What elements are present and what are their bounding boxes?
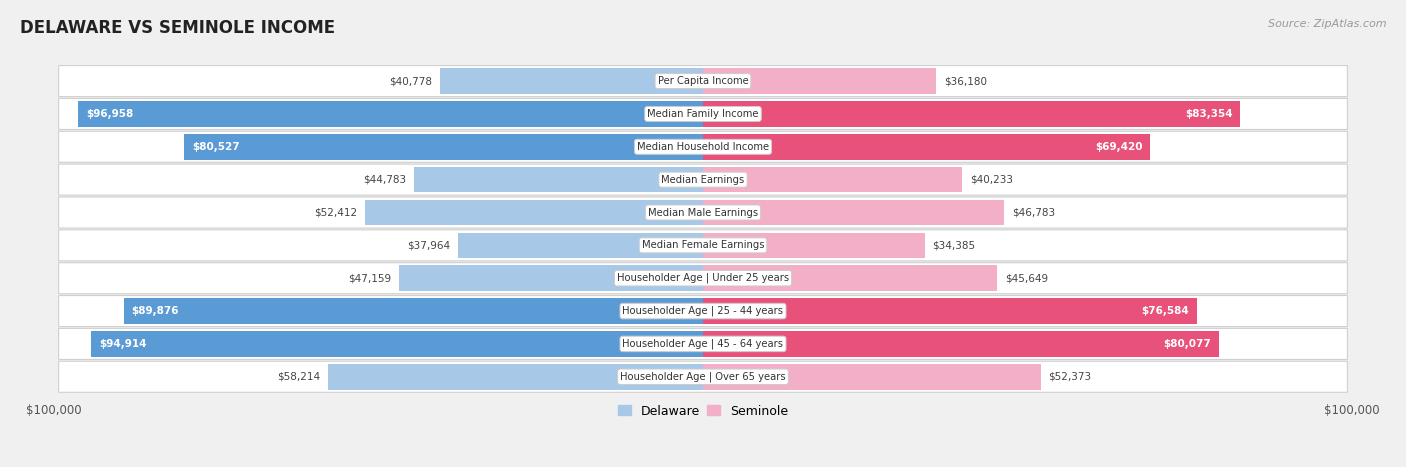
Bar — [703, 101, 1240, 127]
Bar — [124, 298, 703, 324]
Bar — [366, 200, 703, 225]
Bar — [458, 233, 703, 258]
Bar — [703, 265, 997, 291]
FancyBboxPatch shape — [59, 361, 1347, 392]
Text: $40,233: $40,233 — [970, 175, 1012, 184]
Text: $58,214: $58,214 — [277, 372, 321, 382]
Text: $76,584: $76,584 — [1142, 306, 1189, 316]
Bar — [703, 68, 936, 94]
Text: $46,783: $46,783 — [1012, 207, 1056, 218]
Text: $34,385: $34,385 — [932, 241, 976, 250]
Text: $52,373: $52,373 — [1049, 372, 1091, 382]
Text: $83,354: $83,354 — [1185, 109, 1233, 119]
Bar — [703, 364, 1040, 389]
Text: $44,783: $44,783 — [364, 175, 406, 184]
Legend: Delaware, Seminole: Delaware, Seminole — [619, 405, 787, 417]
Bar — [440, 68, 703, 94]
Text: Per Capita Income: Per Capita Income — [658, 76, 748, 86]
Text: Median Male Earnings: Median Male Earnings — [648, 207, 758, 218]
Bar — [184, 134, 703, 160]
Text: DELAWARE VS SEMINOLE INCOME: DELAWARE VS SEMINOLE INCOME — [20, 19, 335, 37]
FancyBboxPatch shape — [59, 164, 1347, 195]
Text: Median Earnings: Median Earnings — [661, 175, 745, 184]
FancyBboxPatch shape — [59, 230, 1347, 261]
Text: $45,649: $45,649 — [1005, 273, 1047, 283]
Text: Median Household Income: Median Household Income — [637, 142, 769, 152]
Text: $96,958: $96,958 — [86, 109, 134, 119]
Bar — [91, 331, 703, 357]
Text: $94,914: $94,914 — [98, 339, 146, 349]
Bar — [79, 101, 703, 127]
FancyBboxPatch shape — [59, 197, 1347, 228]
Text: $100,000: $100,000 — [1324, 404, 1379, 417]
Text: $52,412: $52,412 — [315, 207, 357, 218]
FancyBboxPatch shape — [59, 296, 1347, 326]
Text: $40,778: $40,778 — [389, 76, 433, 86]
Bar — [399, 265, 703, 291]
Bar — [703, 167, 962, 192]
FancyBboxPatch shape — [59, 65, 1347, 97]
FancyBboxPatch shape — [59, 262, 1347, 294]
Text: Median Female Earnings: Median Female Earnings — [641, 241, 765, 250]
Bar — [703, 298, 1197, 324]
Text: Householder Age | 25 - 44 years: Householder Age | 25 - 44 years — [623, 306, 783, 316]
Bar — [703, 134, 1150, 160]
Text: $100,000: $100,000 — [27, 404, 82, 417]
Bar — [703, 331, 1219, 357]
Text: Householder Age | Under 25 years: Householder Age | Under 25 years — [617, 273, 789, 283]
Bar — [328, 364, 703, 389]
FancyBboxPatch shape — [59, 99, 1347, 129]
Text: Median Family Income: Median Family Income — [647, 109, 759, 119]
Text: Source: ZipAtlas.com: Source: ZipAtlas.com — [1268, 19, 1386, 28]
Text: Householder Age | Over 65 years: Householder Age | Over 65 years — [620, 372, 786, 382]
Bar — [703, 200, 1004, 225]
Text: $89,876: $89,876 — [132, 306, 179, 316]
Text: $36,180: $36,180 — [943, 76, 987, 86]
Text: $80,077: $80,077 — [1164, 339, 1212, 349]
Bar — [703, 233, 925, 258]
Bar — [415, 167, 703, 192]
Text: $69,420: $69,420 — [1095, 142, 1143, 152]
FancyBboxPatch shape — [59, 328, 1347, 360]
Text: Householder Age | 45 - 64 years: Householder Age | 45 - 64 years — [623, 339, 783, 349]
Text: $80,527: $80,527 — [191, 142, 239, 152]
Text: $47,159: $47,159 — [349, 273, 391, 283]
FancyBboxPatch shape — [59, 131, 1347, 163]
Text: $37,964: $37,964 — [408, 241, 450, 250]
